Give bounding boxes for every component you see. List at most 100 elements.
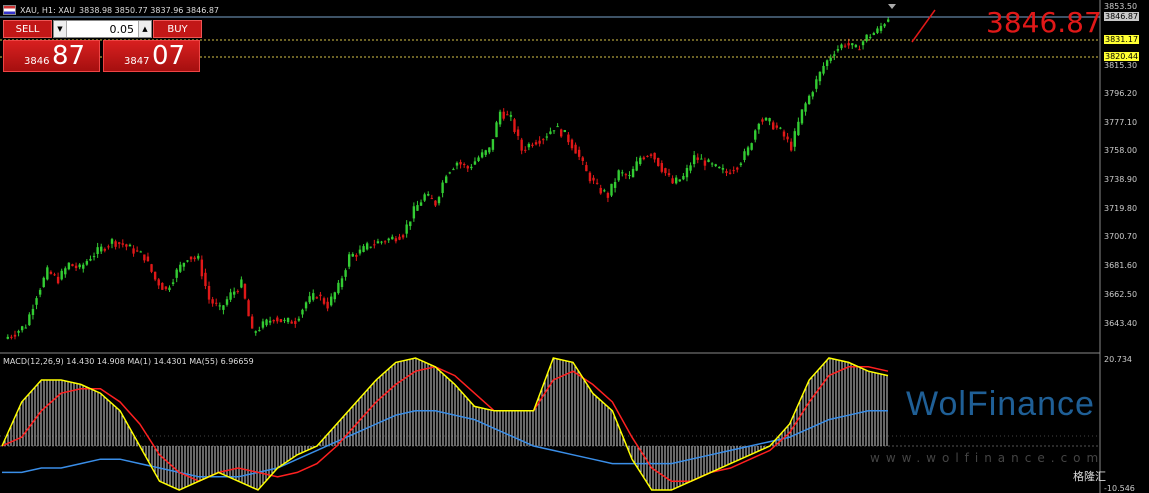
buy-button[interactable]: BUY [153,20,202,38]
candle-body [865,34,868,42]
candle-body [858,49,861,51]
axis-label: 3700.70 [1104,232,1138,241]
candle-body [46,267,49,280]
candle-body [829,57,832,61]
candle-body [117,242,121,244]
candle-body [78,264,81,268]
candle-body [822,65,825,74]
candle-body [545,136,549,138]
candle-body [247,300,250,317]
candle-body [754,130,757,140]
watermark-site: www.wolfinance.com [870,451,1105,465]
candle-body [667,173,671,176]
candle-body [153,271,157,280]
candle-body [721,168,725,170]
candle-body [49,271,53,274]
candle-body [10,336,13,338]
candle-body [427,193,430,196]
candle-body [807,95,811,105]
candle-body [373,244,376,246]
signal-line [1,366,889,483]
axis-label: 3738.90 [1104,175,1138,184]
candle-body [254,331,257,333]
candle-body [592,177,595,181]
candle-body [31,308,35,315]
candle-body [595,182,599,184]
candle-body [445,176,448,183]
buy-price-box[interactable]: 3847 07 [103,40,200,72]
candle-body [204,272,207,287]
candle-body [775,125,779,128]
candle-body [107,246,110,248]
candle-body [660,163,664,172]
candle-body [376,241,380,244]
candle-body [423,194,426,201]
candle-body [786,136,789,140]
axis-label: 3643.40 [1104,319,1138,328]
candle-body [121,243,124,245]
candle-body [520,139,523,151]
candle-body [567,134,570,143]
candle-body [243,283,247,299]
candle-body [538,140,541,144]
candle-body [294,321,297,324]
chart-header: XAU, H1: XAU 3838.98 3850.77 3837.96 384… [3,4,219,16]
candle-body [20,326,24,331]
candle-body [646,155,649,157]
lot-size-field[interactable]: ▼ 0.05 ▲ [53,20,152,38]
lot-value[interactable]: 0.05 [109,22,135,36]
candle-body [60,270,63,280]
candle-body [164,286,168,289]
candle-body [455,162,459,166]
candle-body [657,157,660,166]
candle-body [664,168,667,174]
symbol-flag-icon [3,5,16,15]
candle-body [671,178,674,184]
candle-body [452,169,455,171]
candle-body [143,254,146,261]
candle-body [207,286,211,300]
candle-body [714,164,717,167]
candle-body [488,147,491,153]
candle-body [222,305,225,310]
candle-body [574,144,577,154]
candle-body [470,166,473,169]
candle-body [283,319,286,321]
candle-body [847,43,850,46]
candle-body [100,246,103,252]
candle-body [232,291,236,295]
candle-body [707,159,710,163]
candle-body [732,170,735,172]
candle-body [340,278,344,288]
candle-body [531,144,534,146]
ma55-line [2,410,888,478]
lot-increase-icon[interactable]: ▲ [138,21,151,37]
candle-body [815,79,818,89]
candle-body [347,254,351,267]
candle-body [362,246,365,252]
candle-body [146,256,150,262]
candle-body [789,141,793,151]
candle-body [466,166,469,169]
candle-body [642,157,646,160]
candle-body [692,155,696,165]
candle-body [312,293,315,300]
candle-body [725,171,728,173]
sell-price-box[interactable]: 3846 87 [3,40,100,72]
candle-body [459,162,462,165]
candle-body [577,149,581,157]
candle-body [128,244,132,247]
candle-body [24,327,27,329]
candle-body [563,130,566,133]
candle-body [71,264,74,267]
lot-decrease-icon[interactable]: ▼ [54,21,67,37]
macd-axis-bottom: -10.546 [1104,484,1135,493]
candle-body [631,168,635,178]
candle-body [387,238,390,241]
candle-body [649,154,653,156]
candle-body [265,319,268,326]
candle-body [484,150,487,155]
sell-button[interactable]: SELL [3,20,52,38]
macd-indicator-label: MACD(12,26,9) 14.430 14.908 MA(1) 14.430… [3,357,254,366]
candle-body [750,143,753,150]
